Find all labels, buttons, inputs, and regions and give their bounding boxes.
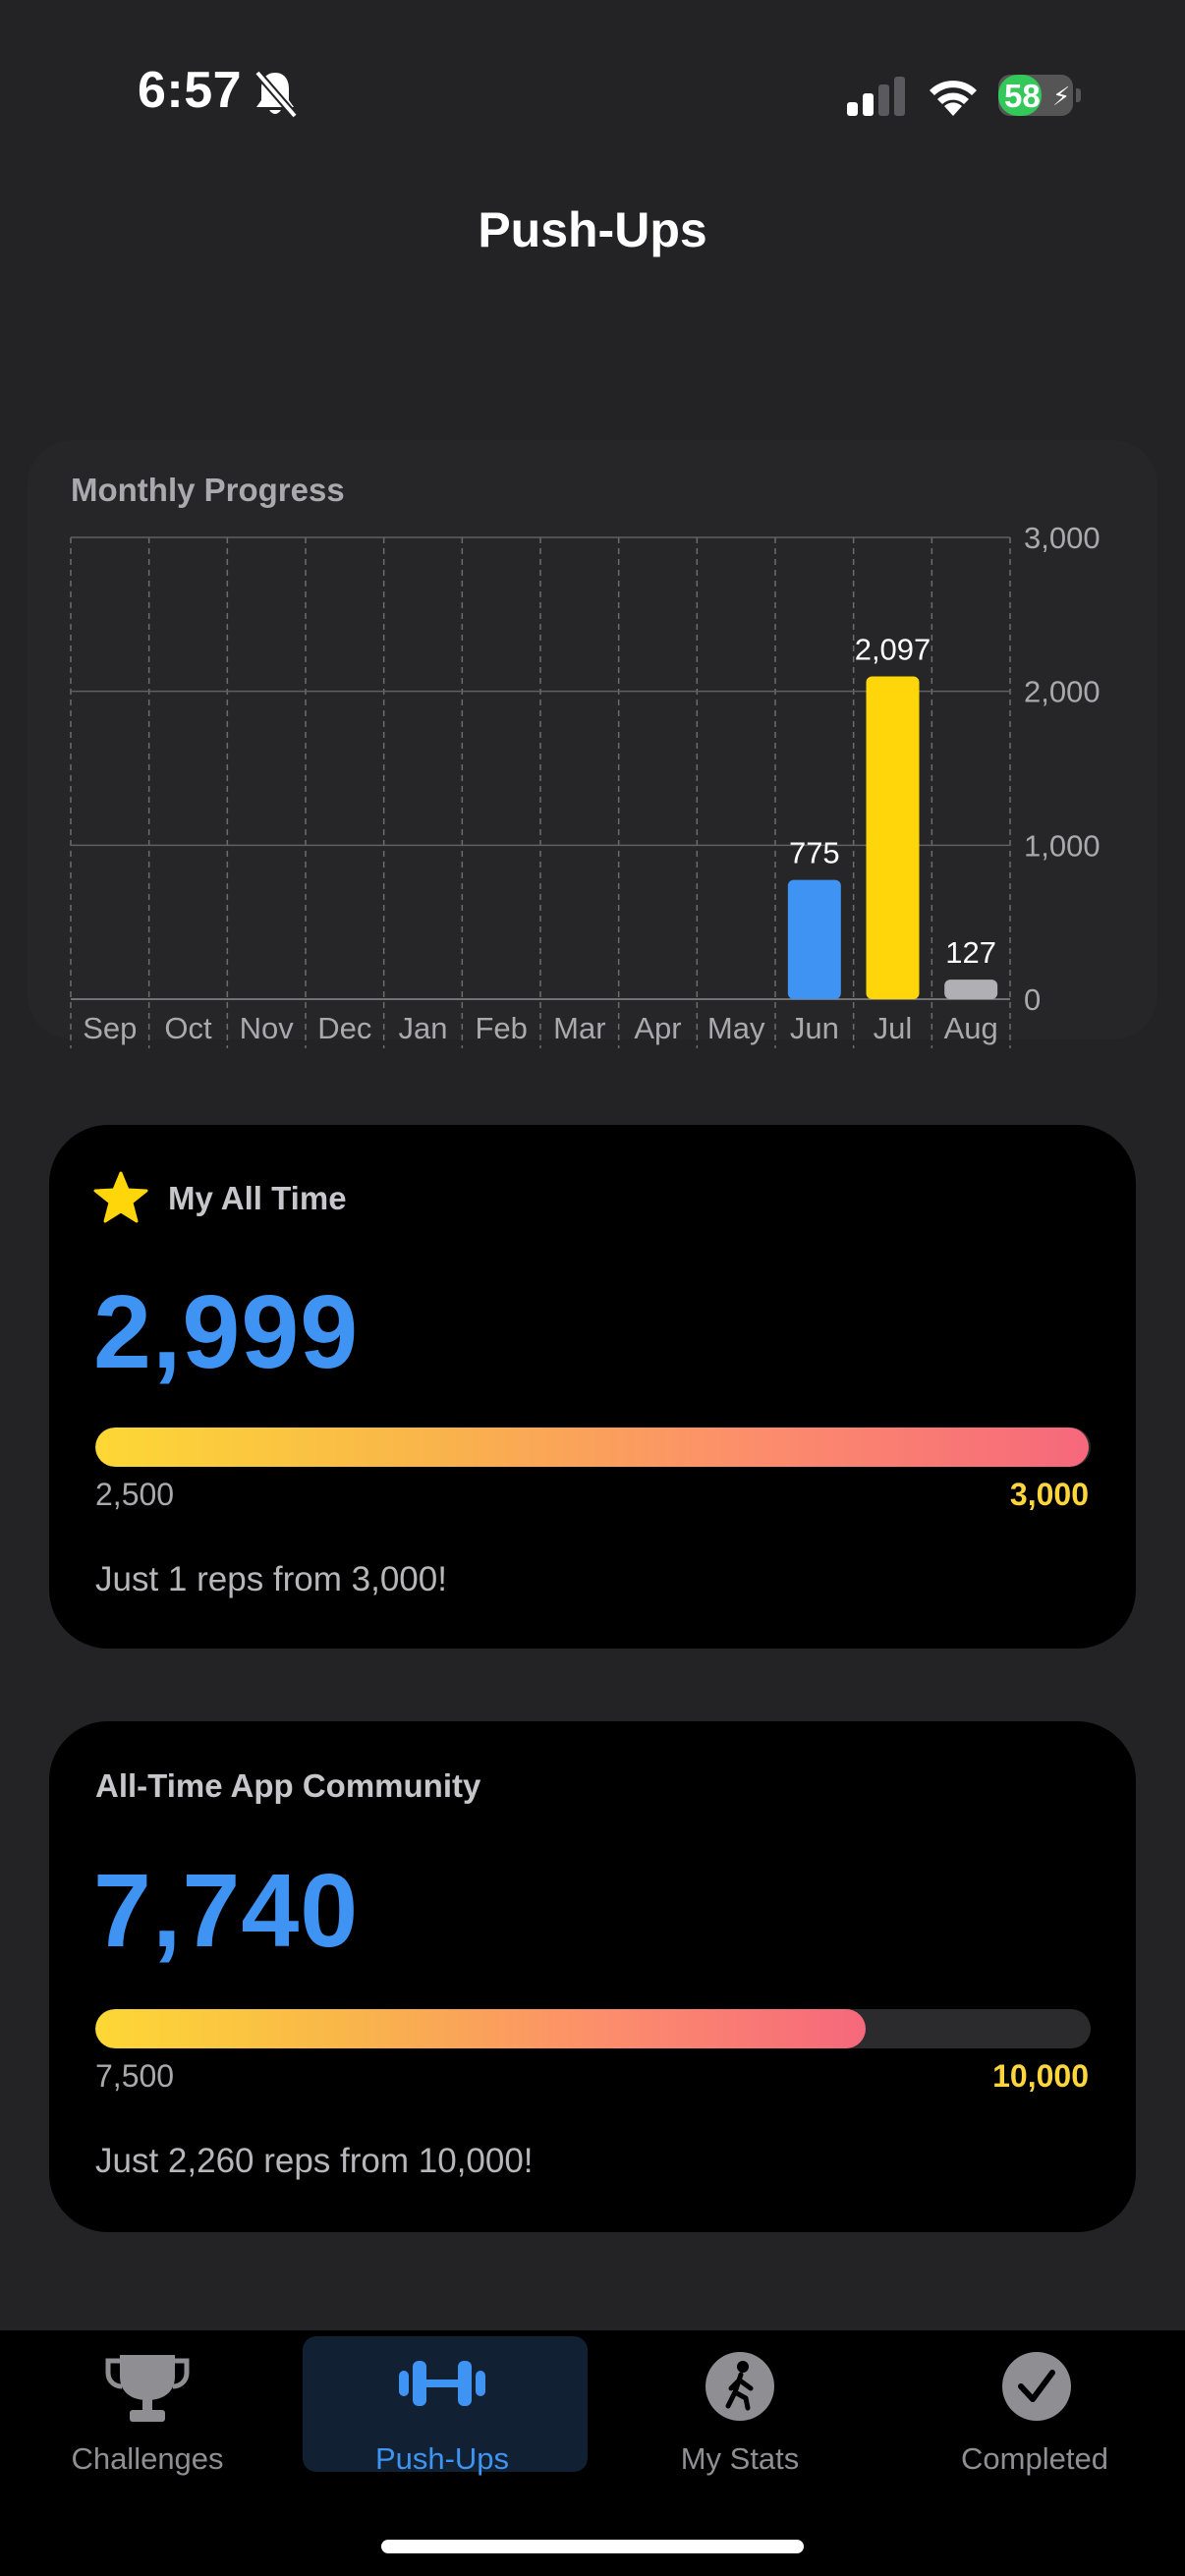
community-range-min: 7,500 (95, 2058, 175, 2094)
chart-y-tick-label: 0 (1024, 982, 1041, 1017)
charging-bolt-icon: ⚡ (1052, 82, 1071, 111)
chart-x-tick-label: Nov (240, 1011, 295, 1045)
chart-x-tick-label: Sep (83, 1011, 137, 1045)
community-heading: All-Time App Community (95, 1767, 481, 1804)
battery-fill (998, 75, 1043, 116)
page-title: Push-Ups (478, 202, 707, 257)
chart-y-tick-label: 1,000 (1024, 828, 1100, 863)
cellular-signal-icon (847, 77, 905, 116)
tab-completed[interactable]: Completed (887, 2343, 1182, 2481)
community-value: 7,740 (93, 1853, 360, 1969)
chart-x-tick-label: Dec (317, 1011, 371, 1045)
wifi-icon (930, 81, 977, 116)
my-all-time-progress-bar (95, 1428, 1091, 1467)
chart-bar-jul (866, 676, 920, 999)
chart-bar-jun (787, 879, 841, 999)
my-all-time-card: My All Time 2,999 2,500 3,000 Just 1 rep… (49, 1125, 1136, 1649)
community-card: All-Time App Community 7,740 7,500 10,00… (49, 1721, 1136, 2232)
status-time: 6:57 (138, 62, 243, 119)
chart-data-label: 2,097 (855, 632, 931, 666)
community-progress-bar (95, 2009, 1091, 2048)
chart-x-tick-label: Oct (164, 1011, 212, 1045)
tab-challenges-label: Challenges (71, 2441, 224, 2476)
chart-y-tick-label: 3,000 (1024, 521, 1100, 555)
dumbbell-icon (399, 2361, 485, 2406)
community-progress-fill (95, 2009, 867, 2048)
trophy-icon (105, 2355, 190, 2422)
monthly-progress-chart: 0 1,000 2,000 3,000 Sep Oct Nov Dec Jan Feb Mar Apr… (70, 521, 1100, 1048)
chart-bar-aug (944, 980, 998, 999)
my-all-time-range-min: 2,500 (95, 1477, 175, 1512)
chart-x-tick-label: Mar (553, 1011, 605, 1045)
community-range-max: 10,000 (992, 2058, 1089, 2094)
chart-x-tick-label: Jun (790, 1011, 839, 1045)
battery-indicator: 58 ⚡ (998, 75, 1081, 116)
chart-x-tick-label: Aug (944, 1011, 998, 1045)
chart-data-label: 775 (789, 836, 840, 870)
chart-x-tick-label: May (707, 1011, 765, 1045)
bell-slash-icon (254, 70, 299, 119)
community-message: Just 2,260 reps from 10,000! (95, 2142, 534, 2180)
chart-x-tick-label: Apr (634, 1011, 681, 1045)
home-indicator (381, 2540, 804, 2553)
active-tab-highlight (303, 2336, 588, 2472)
chart-y-tick-label: 2,000 (1024, 675, 1100, 709)
chart-data-label: 127 (945, 935, 996, 970)
tab-push-ups-label: Push-Ups (374, 2441, 510, 2476)
checkmark-circle-icon (1002, 2352, 1071, 2421)
tab-my-stats[interactable]: My Stats (592, 2343, 887, 2481)
my-all-time-progress-fill (95, 1428, 1089, 1467)
monthly-progress-card (28, 440, 1157, 1039)
tab-completed-label: Completed (961, 2441, 1108, 2476)
chart-x-tick-label: Feb (475, 1011, 527, 1045)
figure-walk-icon (705, 2352, 774, 2421)
chart-x-tick-label: Jan (399, 1011, 448, 1045)
tab-challenges[interactable]: Challenges (0, 2343, 295, 2481)
chart-x-tick-label: Jul (874, 1011, 913, 1045)
tab-my-stats-label: My Stats (680, 2441, 800, 2476)
tab-push-ups[interactable]: Push-Ups (295, 2343, 590, 2481)
my-all-time-value: 2,999 (93, 1274, 360, 1390)
chart-title: Monthly Progress (71, 472, 345, 508)
tab-bar (0, 2330, 1185, 2576)
battery-percent: 58 (1004, 78, 1041, 114)
my-all-time-range-max: 3,000 (1009, 1477, 1089, 1512)
star-icon (93, 1171, 148, 1223)
my-all-time-heading: My All Time (168, 1180, 347, 1216)
my-all-time-message: Just 1 reps from 3,000! (95, 1560, 447, 1598)
